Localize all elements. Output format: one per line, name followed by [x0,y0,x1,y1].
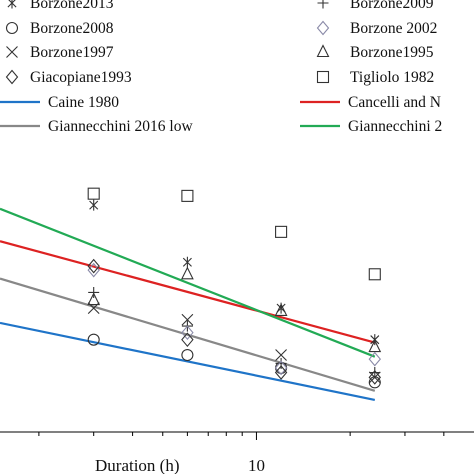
data-point [368,369,382,385]
legend-marker [5,69,19,85]
legend-entry-caine-1980: Caine 1980 [0,94,119,111]
data-point [181,332,194,348]
data-point [275,225,288,238]
legend-entry-giannecchini-2016-low: Giannecchini 2016 low [0,118,193,135]
legend-entry-cancelli-and-n: Cancelli and N [300,94,441,111]
legend-marker [6,46,18,58]
legend-entry-tigliolo-1982: Tigliolo 1982 [316,69,434,86]
series-giacopiane1993 [87,258,382,385]
legend-entry-giannecchini-2: Giannecchini 2 [300,118,442,135]
legend-marker [316,20,330,36]
data-point [87,187,100,200]
data-point [87,258,100,274]
data-point [368,351,382,367]
data-point [181,348,194,362]
legend-entry-borzone1997: Borzone1997 [6,44,114,61]
legend-entry-borzone-2002: Borzone 2002 [316,20,437,37]
legend-entry-borzone2009: Borzone2009 [317,0,434,12]
legend-label: Borzone 2002 [350,20,437,37]
data-point [369,367,381,379]
data-point [181,325,194,341]
x-tick-label: 10 [248,456,265,474]
series-line-giannecchini-2 [0,207,376,358]
x-axis-label: Duration (h) [95,456,180,474]
data-point [368,268,381,281]
legend-label: Giannecchini 2 [348,118,442,135]
legend-marker [316,44,330,58]
legend-label: Tigliolo 1982 [350,69,434,86]
series-line-giannecchini-2016-low [0,277,376,392]
data-point [368,371,381,384]
series-tigliolo-1982 [87,187,381,281]
series-line-cancelli-and-n [0,240,376,344]
legend-label: Cancelli and N [348,94,441,111]
data-point [181,313,194,326]
legend-label: Borzone1995 [350,44,434,61]
legend-label: Caine 1980 [48,94,119,111]
legend-marker [317,0,329,9]
data-point [275,349,287,361]
legend-label: Borzone1997 [30,44,114,61]
plot-points [87,187,382,389]
data-point [89,199,99,211]
data-point [181,266,194,280]
series-line-caine-1980 [0,321,376,401]
series-borzone2013 [89,199,380,346]
legend-entry-giacopiane1993: Giacopiane1993 [5,69,132,86]
plot-lines [0,207,376,401]
x-ticks: 10 [38,432,445,474]
legend-label: Borzone2008 [30,20,114,37]
data-point [87,292,101,306]
data-point [274,360,288,376]
data-point [274,365,288,380]
legend-marker [7,0,17,9]
legend: Borzone2013 Borzone2009 Borzone2008 Borzone… [0,0,442,135]
data-point [368,339,382,353]
legend-entry-borzone1995: Borzone1995 [316,44,434,61]
legend-label: Giacopiane1993 [30,69,132,86]
legend-label: Giannecchini 2016 low [48,118,193,135]
legend-marker [5,21,19,35]
legend-entry-borzone2013: Borzone2013 [7,0,114,12]
legend-label: Borzone2013 [30,0,114,12]
data-point [182,256,192,268]
data-point [274,303,288,316]
data-point [87,333,100,346]
legend-entry-borzone2008: Borzone2008 [5,20,114,37]
series-borzone1995 [87,266,382,353]
legend-label: Borzone2009 [350,0,434,12]
legend-marker [316,70,330,84]
data-point [181,189,194,202]
